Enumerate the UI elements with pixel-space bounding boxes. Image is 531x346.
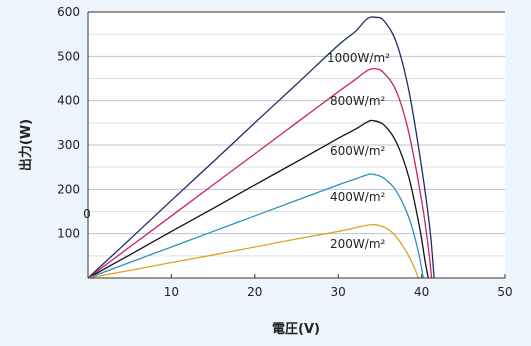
- series-label-2: 600W/m²: [330, 144, 386, 158]
- y-tick-label: 200: [57, 182, 80, 196]
- series-labels: 1000W/m² 800W/m² 600W/m² 400W/m² 200W/m²: [327, 51, 390, 251]
- series-line-4: [87, 223, 419, 279]
- y-tick-label: 300: [57, 138, 80, 152]
- series-label-4: 200W/m²: [330, 237, 386, 251]
- x-tick-label: 40: [414, 285, 429, 299]
- tick-labels: 100 200 300 400 500 600 10 20 30 40 50: [57, 5, 513, 299]
- y-tick-label: 400: [57, 94, 80, 108]
- y-tick-label: 600: [57, 5, 80, 19]
- x-tick-label: 50: [497, 285, 512, 299]
- grid-lines: [88, 33, 505, 257]
- series-label-1: 800W/m²: [330, 94, 386, 108]
- x-tick-label: 30: [331, 285, 346, 299]
- y-axis-title: 出力(W): [18, 119, 34, 171]
- x-axis-title: 電圧(V): [272, 322, 320, 337]
- series-label-3: 400W/m²: [330, 190, 386, 204]
- x-tick-label: 20: [247, 285, 262, 299]
- x-tick-label: 10: [164, 285, 179, 299]
- y-tick-label: 100: [57, 227, 80, 241]
- series-line-3: [87, 173, 424, 279]
- series-line-1: [87, 67, 433, 279]
- y-tick-label: 500: [57, 49, 80, 63]
- series-line-2: [87, 119, 429, 279]
- series-layer: [87, 16, 435, 279]
- series-line-0: [87, 16, 435, 279]
- axes: [87, 11, 505, 279]
- series-label-0: 1000W/m²: [327, 51, 390, 65]
- origin-label: 0: [83, 207, 91, 221]
